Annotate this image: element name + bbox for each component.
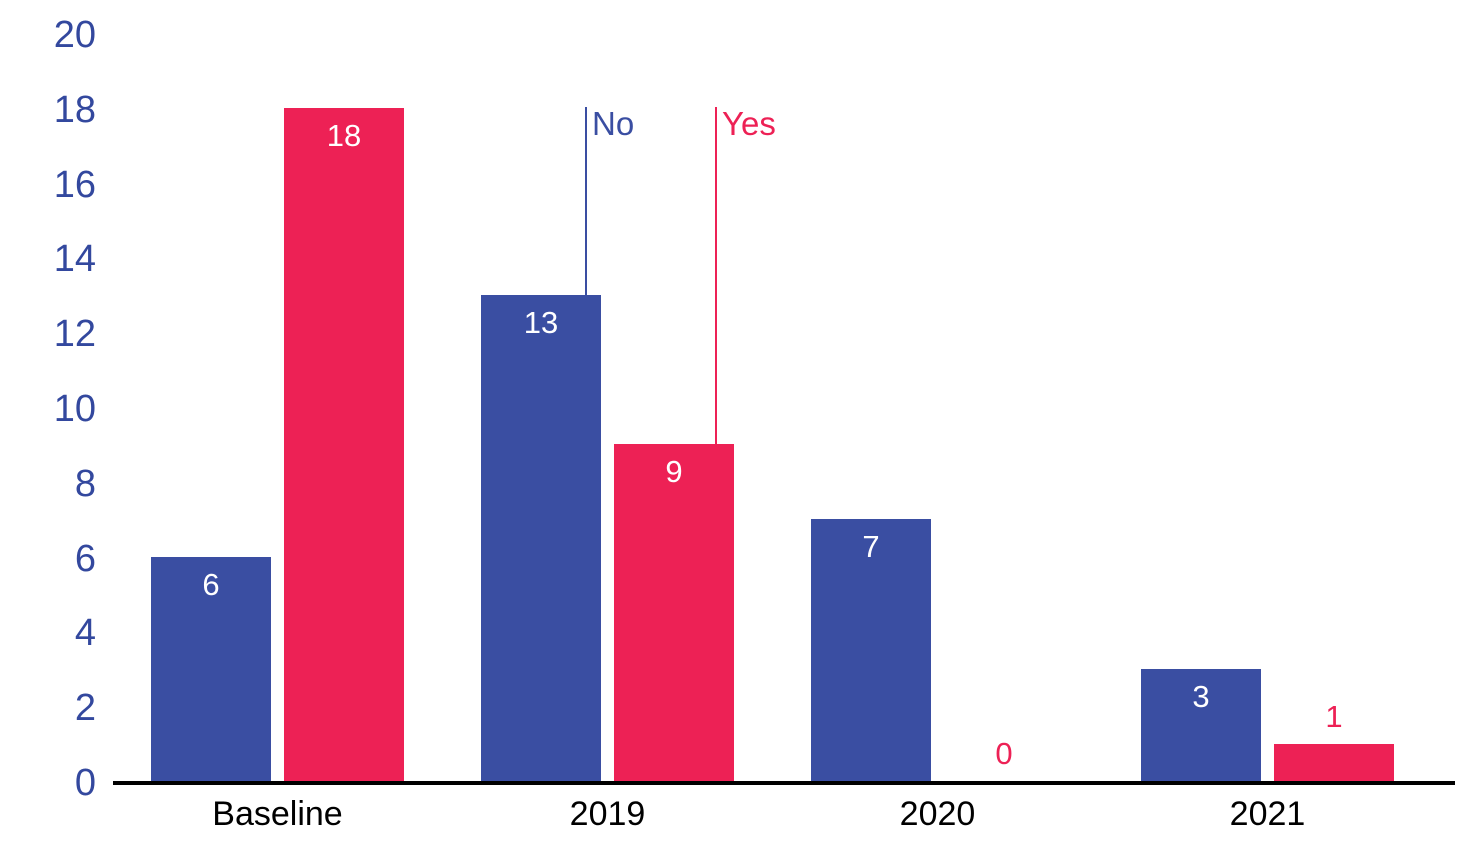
bar-yes-baseline [284, 107, 404, 781]
bar-value-label: 9 [665, 454, 683, 490]
bar-value-label: 13 [523, 304, 559, 340]
bar-value-label: 1 [1325, 698, 1343, 734]
y-tick-label: 0 [74, 762, 96, 804]
x-tick-label: 2019 [569, 795, 646, 833]
bar-value-label: 3 [1192, 678, 1210, 714]
legend-label-no: No [592, 105, 635, 142]
bar-no-2020 [811, 519, 931, 781]
bar-value-label: 6 [202, 566, 220, 602]
y-tick-label: 12 [53, 313, 96, 356]
bar-no-2021 [1141, 668, 1261, 781]
y-tick-label: 8 [74, 462, 96, 505]
legend-callout-line-no [585, 107, 587, 295]
x-tick-label: 2021 [1229, 795, 1306, 833]
x-tick-label: Baseline [212, 795, 343, 833]
y-tick-label: 18 [53, 88, 96, 131]
bar-yes-2021 [1274, 743, 1394, 781]
legend-callout-line-yes [715, 107, 717, 445]
x-tick-label: 2020 [899, 795, 976, 833]
x-axis-line [113, 781, 1455, 785]
bar-value-label: 0 [995, 736, 1013, 771]
y-tick-label: 16 [53, 163, 96, 206]
bar-value-label: 18 [326, 117, 362, 153]
y-tick-label: 4 [74, 612, 96, 655]
bar-yes-2019 [614, 444, 734, 781]
bar-no-2019 [481, 294, 601, 781]
y-tick-label: 6 [74, 537, 96, 580]
y-tick-label: 14 [53, 238, 96, 281]
bar-no-baseline [151, 556, 271, 781]
y-tick-label: 2 [74, 687, 96, 730]
y-tick-label: 20 [53, 14, 96, 56]
bar-value-label: 7 [862, 529, 880, 565]
y-tick-label: 10 [53, 388, 96, 430]
legend-label-yes: Yes [722, 105, 776, 142]
